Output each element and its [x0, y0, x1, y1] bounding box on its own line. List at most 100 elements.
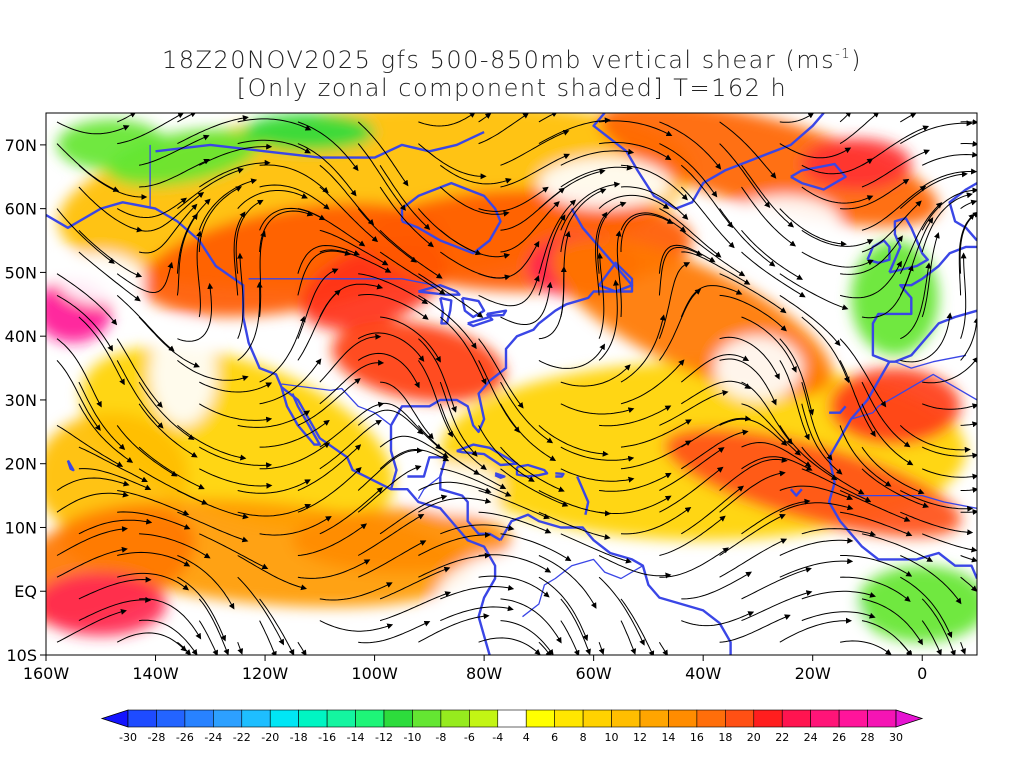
title-unit-exponent: -1 — [835, 47, 852, 62]
streamline — [319, 401, 385, 448]
streamline — [139, 159, 210, 188]
colorbar-swatch — [269, 709, 299, 728]
streamline — [779, 143, 852, 159]
streamline — [719, 336, 780, 380]
streamline — [658, 288, 702, 361]
streamline — [379, 448, 450, 470]
streamline — [176, 213, 198, 296]
longitude-tick-label: 20W — [795, 664, 831, 683]
shear-shade-blob — [56, 253, 145, 305]
streamline — [319, 487, 383, 535]
streamline — [199, 446, 273, 469]
shear-shade-blob — [243, 113, 375, 152]
colorbar-label: -22 — [233, 731, 251, 744]
streamline — [417, 360, 453, 438]
colorbar-label: -18 — [290, 731, 308, 744]
colorbar-label: 24 — [804, 731, 818, 744]
streamline — [237, 252, 244, 339]
streamline — [56, 294, 114, 352]
streamline — [78, 316, 125, 386]
streamline — [56, 608, 127, 643]
streamline — [319, 283, 384, 318]
streamline — [801, 446, 865, 495]
streamline — [56, 143, 120, 192]
streamline — [357, 208, 417, 263]
streamline — [78, 468, 152, 491]
streamline — [921, 187, 977, 231]
streamline — [297, 444, 362, 491]
colorbar-label: -20 — [261, 731, 279, 744]
streamline — [319, 333, 382, 383]
streamline — [199, 159, 271, 188]
shear-shade-blob — [829, 368, 961, 445]
streamline — [719, 614, 791, 643]
streamline — [719, 358, 777, 406]
colorbar-swatch — [554, 709, 584, 728]
streamline — [319, 229, 389, 266]
longitude-tick-label: 160W — [23, 664, 70, 683]
streamline — [960, 642, 966, 655]
streamline — [78, 251, 141, 302]
colorbar-label: -4 — [492, 731, 503, 744]
coastline-segment — [280, 386, 321, 446]
latitude-tick-label: 10N — [5, 518, 37, 537]
shear-shade-blob — [434, 552, 589, 655]
longitude-tick-label: 40W — [685, 664, 721, 683]
streamline — [78, 518, 153, 535]
colorbar-swatch — [355, 709, 385, 728]
streamline — [615, 230, 622, 318]
streamline — [598, 642, 605, 655]
colorbar-swatch — [412, 709, 442, 728]
streamline — [177, 113, 197, 123]
streamline — [297, 250, 351, 296]
streamline — [779, 617, 852, 643]
streamline — [900, 312, 953, 363]
colorbar-label: 14 — [661, 731, 675, 744]
streamline — [599, 472, 672, 492]
streamline — [620, 598, 655, 655]
streamline — [297, 641, 307, 655]
colorbar: -30 -28 -26 -24 -22 -20 -18 -16 -14 -12 -10 -8 -6 -4 4… — [100, 709, 924, 744]
streamline — [620, 440, 692, 470]
latitude-tick-label: 20N — [5, 455, 37, 474]
streamline — [56, 208, 115, 264]
shear-shade-blob — [714, 336, 802, 400]
streamline — [840, 511, 913, 537]
streamline — [861, 620, 912, 655]
streamline — [840, 235, 903, 275]
streamline — [801, 381, 833, 461]
streamline — [538, 343, 606, 369]
colorbar-swatch — [241, 709, 271, 728]
streamline — [380, 381, 434, 440]
streamline — [960, 199, 977, 210]
streamline — [620, 214, 674, 252]
streamline — [620, 212, 687, 233]
streamline — [681, 415, 752, 448]
streamline — [478, 490, 550, 520]
streamline — [177, 115, 249, 145]
streamline — [861, 125, 930, 166]
streamline — [500, 201, 560, 253]
streamline — [741, 403, 801, 456]
border-segment — [281, 383, 392, 426]
streamline — [960, 555, 977, 563]
streamline — [921, 598, 956, 655]
streamline — [56, 477, 130, 491]
streamline — [440, 164, 512, 185]
streamline — [78, 186, 143, 233]
streamline — [116, 632, 187, 652]
streamline — [659, 143, 718, 198]
streamline — [839, 490, 911, 522]
streamline — [358, 540, 427, 578]
streamline — [439, 403, 487, 471]
colorbar-label: 22 — [775, 731, 789, 744]
streamline — [439, 381, 478, 457]
streamline — [139, 533, 211, 559]
coastline-segment — [948, 182, 977, 242]
streamline — [960, 140, 977, 147]
streamline — [741, 229, 803, 280]
colorbar-swatch — [639, 709, 669, 728]
colorbar-label: 30 — [889, 731, 903, 744]
streamline — [297, 121, 359, 172]
coastline-segment — [598, 261, 634, 293]
